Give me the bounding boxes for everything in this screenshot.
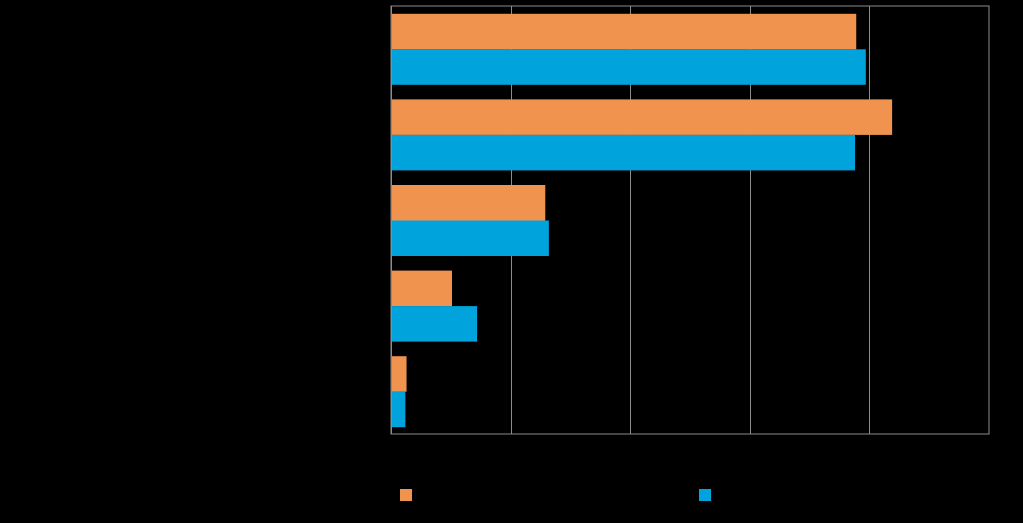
bar-series-1-category-3 [391,185,546,221]
bar-series-2-category-1 [391,49,866,85]
bar-series-1-category-5 [391,356,407,392]
legend-item-series-1 [400,489,420,501]
legend-swatch-series-1 [400,489,412,501]
bar-series-1-category-1 [391,13,857,50]
legend-swatch-series-2 [699,489,711,501]
bar-series-2-category-4 [391,306,478,342]
bar-series-2-category-5 [391,391,406,428]
bar-series-2-category-3 [391,220,549,256]
bar-series-1-category-4 [391,270,452,307]
legend-item-series-2 [699,489,719,501]
bar-series-1-category-2 [391,99,893,135]
bar-series-2-category-2 [391,134,856,171]
